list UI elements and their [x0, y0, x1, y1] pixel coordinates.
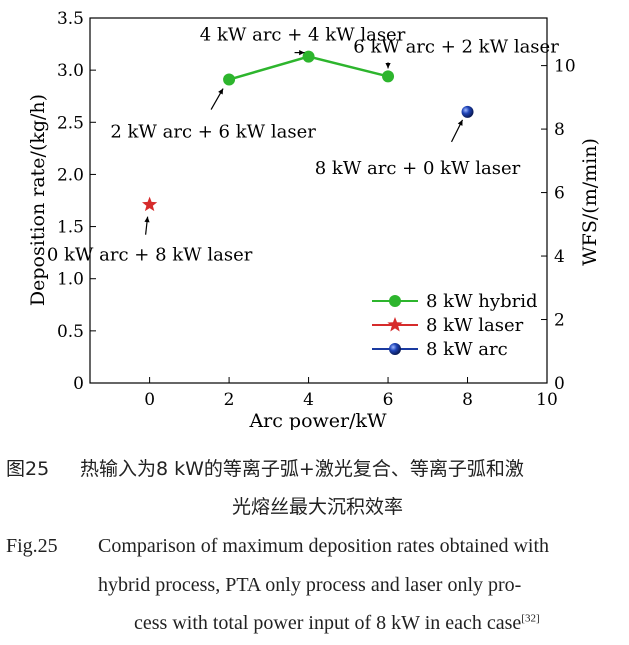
caption-ref: [32] — [521, 612, 540, 625]
annotation-arrowhead — [457, 119, 463, 126]
x-tick-label: 6 — [383, 390, 394, 410]
annotation-arrowhead — [385, 62, 391, 69]
plot-frame — [89, 17, 548, 384]
y-tick-label: 0 — [73, 374, 84, 394]
data-point — [223, 73, 236, 86]
y2-tick-label: 8 — [554, 120, 565, 140]
y2-tick-label: 2 — [554, 311, 565, 331]
annotation-arrowhead — [299, 49, 305, 56]
y2-tick-label: 6 — [554, 184, 565, 204]
y2-tick-label: 10 — [554, 57, 576, 77]
y2-tick-label: 4 — [554, 247, 565, 267]
y-tick-label: 0.5 — [57, 322, 84, 342]
x-axis-label: Arc power/kW — [248, 410, 387, 430]
data-point — [142, 196, 158, 212]
legend-marker — [389, 343, 401, 355]
x-tick-label: 8 — [462, 390, 473, 410]
x-tick-label: 10 — [536, 390, 558, 410]
y-tick-label: 1.0 — [57, 270, 84, 290]
annotation-label: 8 kW arc + 0 kW laser — [315, 158, 521, 179]
annotation-label: 0 kW arc + 8 kW laser — [47, 245, 253, 266]
caption-en-line2: hybrid process, PTA only process and las… — [98, 574, 522, 596]
data-point — [382, 70, 395, 83]
caption-en-line3: cess with total power input of 8 kW in e… — [134, 612, 522, 634]
x-tick-label: 0 — [144, 390, 155, 410]
y-tick-label: 1.5 — [57, 218, 84, 238]
x-tick-label: 4 — [303, 390, 314, 410]
caption-cn-line2: 光熔丝最大沉积效率 — [232, 496, 404, 518]
y-tick-label: 2.0 — [57, 165, 84, 185]
y2-tick-label: 0 — [554, 374, 565, 394]
data-point — [461, 105, 474, 118]
y-axis-label: Deposition rate/(kg/h) — [27, 94, 49, 306]
y-tick-label: 3.0 — [57, 61, 84, 81]
y-tick-label: 2.5 — [57, 113, 84, 133]
annotation-arrowhead — [144, 216, 150, 223]
legend-label: 8 kW laser — [426, 315, 524, 336]
annotation-label: 4 kW arc + 4 kW laser — [200, 25, 406, 46]
legend: 8 kW hybrid 8 kW laser 8 kW arc — [372, 291, 537, 360]
legend-label: 8 kW hybrid — [426, 291, 537, 312]
caption-en-line3-wrap: cess with total power input of 8 kW in e… — [134, 612, 540, 635]
annotation-label: 6 kW arc + 2 kW laser — [353, 36, 559, 57]
caption-en-line1: Comparison of maximum deposition rates o… — [98, 535, 550, 557]
data-point — [302, 50, 315, 63]
caption-en-label: Fig.25 — [6, 535, 58, 557]
annotation-arrowhead — [218, 88, 224, 95]
legend-marker — [387, 317, 403, 332]
caption-cn-line1: 热输入为8 kW的等离子弧+激光复合、等离子弧和激 — [80, 458, 524, 480]
annotation-label: 2 kW arc + 6 kW laser — [110, 122, 316, 143]
caption-cn-label: 图25 — [6, 458, 50, 480]
y2-axis-label: WFS/(m/min) — [579, 138, 601, 266]
legend-label: 8 kW arc — [426, 339, 508, 360]
legend-marker — [389, 295, 401, 307]
y-tick-label: 3.5 — [57, 9, 84, 29]
x-tick-label: 2 — [224, 390, 235, 410]
